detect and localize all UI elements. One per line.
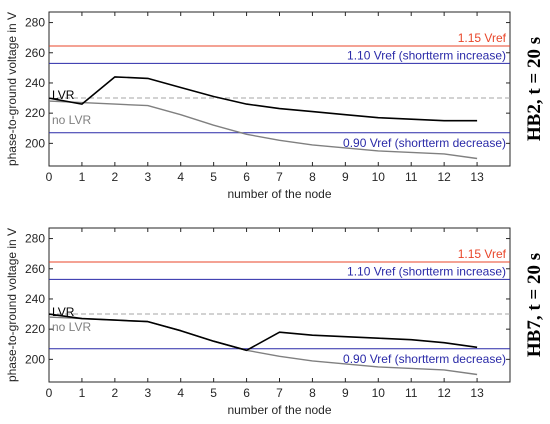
- x-tick-label: 12: [437, 386, 451, 400]
- x-tick-label: 2: [112, 170, 119, 184]
- y-tick-label: 220: [25, 106, 45, 120]
- series-label-no-lvr: no LVR: [52, 113, 91, 127]
- y-tick-label: 200: [25, 136, 45, 150]
- x-tick-label: 5: [210, 386, 217, 400]
- x-tick-label: 3: [144, 170, 151, 184]
- series-line-no-lvr: [48, 100, 478, 160]
- x-tick-label: 0: [46, 170, 53, 184]
- x-tick-label: 1: [79, 386, 86, 400]
- x-tick-label: 7: [276, 170, 283, 184]
- y-tick-label: 220: [25, 322, 45, 336]
- x-tick-label: 12: [437, 170, 451, 184]
- x-tick-label: 1: [79, 170, 86, 184]
- y-tick-label: 240: [25, 292, 45, 306]
- reference-line-label-4: 0.90 Vref (shortterm decrease): [343, 352, 506, 366]
- series-label-no-lvr: no LVR: [52, 320, 91, 334]
- x-tick-label: 7: [276, 386, 283, 400]
- x-tick-label: 10: [372, 386, 386, 400]
- x-tick-label: 9: [342, 386, 349, 400]
- side-label: HB2, t = 20 s: [524, 37, 545, 141]
- x-tick-label: 9: [342, 170, 349, 184]
- x-tick-label: 8: [309, 386, 316, 400]
- x-tick-label: 13: [470, 386, 484, 400]
- x-axis-label: number of the node: [227, 187, 331, 201]
- y-tick-label: 240: [25, 76, 45, 90]
- series-label-lvr: LVR: [52, 88, 75, 102]
- x-tick-label: 4: [177, 386, 184, 400]
- side-label: HB7, t = 20 s: [524, 253, 545, 357]
- reference-line-label-1: 1.15 Vref: [458, 31, 507, 45]
- y-tick-label: 260: [25, 262, 45, 276]
- chart-panel-1: 1.15 Vref 1.10 Vref (shortterm increase) 0…: [5, 11, 545, 201]
- y-axis-label: phase-to-ground voltage in V: [5, 12, 19, 166]
- series-label-lvr: LVR: [52, 305, 75, 319]
- x-tick-label: 10: [372, 170, 386, 184]
- x-tick-label: 3: [144, 386, 151, 400]
- y-tick-label: 280: [25, 232, 45, 246]
- x-axis-label: number of the node: [227, 403, 331, 417]
- x-tick-label: 8: [309, 170, 316, 184]
- reference-line-label-2: 1.10 Vref (shortterm increase): [347, 264, 506, 278]
- y-tick-label: 200: [25, 352, 45, 366]
- chart-panel-2: 1.15 Vref 1.10 Vref (shortterm increase) 0…: [5, 227, 545, 417]
- x-tick-label: 6: [243, 386, 250, 400]
- reference-line-label-1: 1.15 Vref: [458, 247, 507, 261]
- series-line-no-lvr: [48, 316, 478, 376]
- series-line-lvr: [48, 313, 478, 352]
- y-tick-label: 260: [25, 46, 45, 60]
- y-axis-label: phase-to-ground voltage in V: [5, 228, 19, 382]
- reference-line-label-4: 0.90 Vref (shortterm decrease): [343, 136, 506, 150]
- x-tick-label: 11: [405, 170, 418, 184]
- x-tick-label: 6: [243, 170, 250, 184]
- x-tick-label: 11: [405, 386, 418, 400]
- x-tick-label: 0: [46, 386, 53, 400]
- reference-line-label-2: 1.10 Vref (shortterm increase): [347, 48, 506, 62]
- x-tick-label: 13: [470, 170, 484, 184]
- series-line-lvr: [48, 76, 478, 122]
- x-tick-label: 2: [112, 386, 119, 400]
- x-tick-label: 5: [210, 170, 217, 184]
- y-tick-label: 280: [25, 16, 45, 30]
- x-tick-label: 4: [177, 170, 184, 184]
